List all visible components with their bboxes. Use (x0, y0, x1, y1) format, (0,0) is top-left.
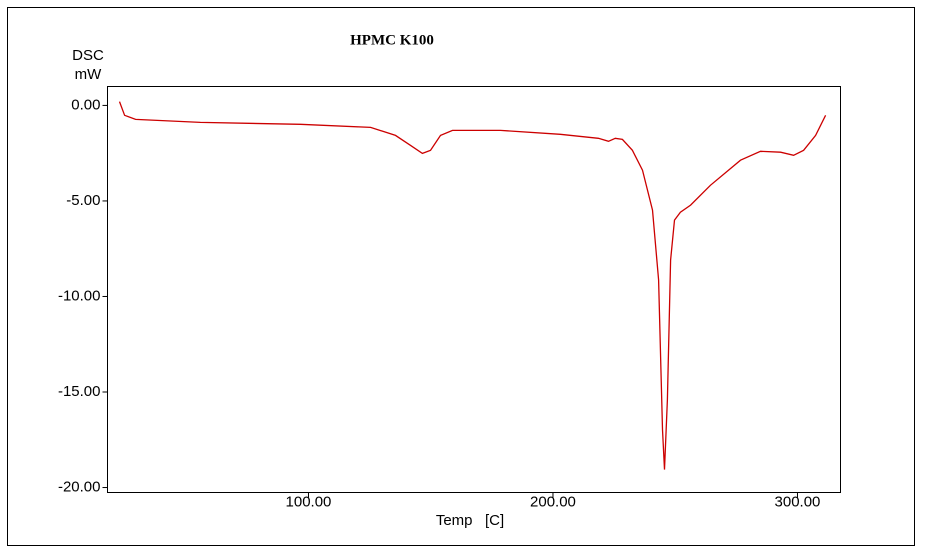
y-tick-label: -10.00 (58, 287, 101, 304)
x-axis-label: Temp [C] (436, 512, 504, 529)
x-tick-label: 200.00 (530, 493, 576, 510)
x-tick-label: 300.00 (775, 493, 821, 510)
plot-area (107, 86, 841, 493)
y-tick-label: -5.00 (66, 192, 100, 209)
frame (7, 7, 915, 546)
y-tick-label: -15.00 (58, 383, 101, 400)
data-line (118, 101, 827, 470)
x-tick-label: 100.00 (286, 493, 332, 510)
y-tick-label: 0.00 (71, 96, 100, 113)
chart-title: HPMC K100 (350, 32, 434, 48)
y-axis-label: mW (75, 66, 102, 83)
y-axis-label: DSC (72, 47, 104, 64)
y-tick-label: -20.00 (58, 479, 101, 496)
